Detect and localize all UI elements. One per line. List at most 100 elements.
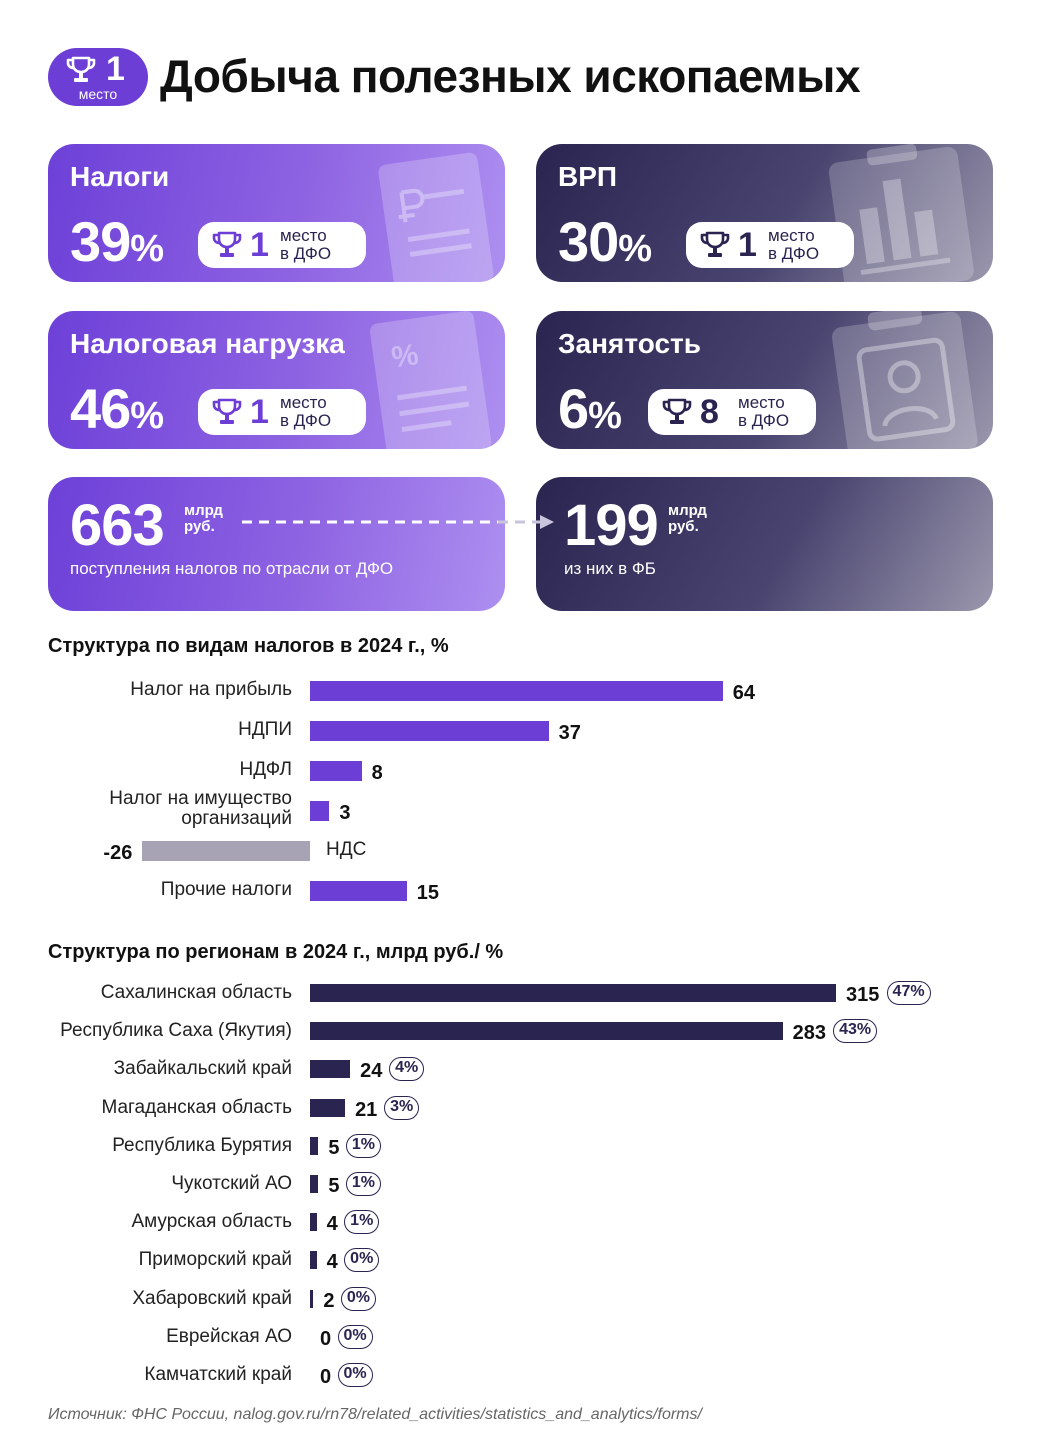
chart2-category-label: Магаданская область xyxy=(101,1096,292,1118)
chart1-value-label: 8 xyxy=(371,762,383,784)
chart2-value-label: 21 xyxy=(355,1098,378,1121)
rank-number: 1 xyxy=(738,226,757,264)
chart2-share-pill: 0% xyxy=(337,1363,373,1387)
rank-word: место xyxy=(78,86,118,102)
chart2-bar xyxy=(310,1213,317,1232)
federal-budget-desc: из них в ФБ xyxy=(564,559,656,578)
rank-text: место в ДФО xyxy=(280,393,332,430)
trophy-icon xyxy=(212,398,242,424)
chart1-category-label: Налог на имущество организаций xyxy=(109,788,292,829)
card-tax-burden-rank-pill: 1 место в ДФО xyxy=(198,389,366,435)
chart2-value-label: 5 xyxy=(328,1136,340,1159)
chart2-category-label: Приморский край xyxy=(138,1249,292,1271)
rank-number: 1 xyxy=(250,393,269,431)
chart2-value-label: 283 xyxy=(792,1022,826,1045)
percent-document-icon: % xyxy=(369,311,492,449)
trophy-icon xyxy=(662,398,692,424)
chart2-share-pill: 1% xyxy=(345,1133,381,1158)
chart2-bar xyxy=(310,1098,346,1117)
chart2-bar xyxy=(310,1251,317,1270)
chart2-category-label: Амурская область xyxy=(131,1211,292,1233)
chart1-bar xyxy=(310,801,330,821)
card-tax-burden-label: Налоговая нагрузка xyxy=(70,328,345,359)
chart2-bar xyxy=(310,1289,314,1308)
card-employment: Занятость 6% 8 место в ДФО xyxy=(536,311,993,449)
chart2-share-pill: 3% xyxy=(384,1095,420,1120)
total-taxes-value: 663 xyxy=(70,493,165,558)
chart1-category-label: НДПИ xyxy=(238,719,292,740)
chart2-category-label: Забайкальский край xyxy=(113,1058,292,1080)
chart2-bar xyxy=(310,1175,319,1193)
chart2-value-label: 4 xyxy=(326,1213,338,1236)
chart2-value-label: 5 xyxy=(328,1175,340,1197)
trophy-icon xyxy=(66,56,96,82)
total-taxes-unit: млрд руб. xyxy=(184,502,223,535)
chart2-category-label: Сахалинская область xyxy=(100,982,292,1003)
chart2-share-pill: 4% xyxy=(389,1057,425,1082)
chart2-share-pill: 1% xyxy=(344,1210,380,1235)
chart2-category-label: Республика Саха (Якутия) xyxy=(60,1020,292,1042)
chart2-bar xyxy=(310,1022,783,1041)
page-title: Добыча полезных ископаемых xyxy=(160,50,861,102)
svg-text:%: % xyxy=(389,338,420,374)
chart1-title: Структура по видам налогов в 2024 г., % xyxy=(48,635,449,657)
rank-text: место в ДФО xyxy=(738,393,790,430)
card-grp-label: ВРП xyxy=(558,161,618,192)
bar-chart-clipboard-icon xyxy=(828,144,974,282)
card-taxes-rank-pill: 1 место в ДФО xyxy=(198,222,366,268)
rank-number: 1 xyxy=(106,50,125,88)
chart2-value-label: 4 xyxy=(326,1251,338,1274)
chart2-value-label: 2 xyxy=(323,1289,335,1312)
chart1-value-label: -26 xyxy=(103,842,133,864)
total-taxes-desc: поступления налогов по отрасли от ДФО xyxy=(70,559,394,578)
chart1-category-label: НДС xyxy=(326,839,367,860)
dashed-arrow xyxy=(242,515,554,529)
card-grp-value: 30% xyxy=(558,210,652,273)
chart2-category-label: Камчатский край xyxy=(144,1364,292,1385)
chart1-value-label: 15 xyxy=(416,882,439,904)
trophy-icon xyxy=(700,231,730,257)
chart1-bar xyxy=(310,761,362,781)
card-taxes-value: 39% xyxy=(70,210,164,273)
ruble-document-icon xyxy=(378,152,494,282)
chart2-share-pill: 1% xyxy=(345,1172,381,1196)
chart1-bar xyxy=(310,681,723,701)
card-federal-budget: 199 млрд руб. из них в ФБ xyxy=(536,477,993,611)
chart2-share-pill: 43% xyxy=(833,1019,878,1044)
chart2-value-label: 0 xyxy=(320,1327,332,1350)
chart1-bar xyxy=(310,881,407,901)
chart2-category-label: Еврейская АО xyxy=(166,1325,292,1347)
chart1-bar xyxy=(310,721,549,741)
chart2-value-label: 315 xyxy=(846,984,880,1006)
chart1-category-label: Прочие налоги xyxy=(160,879,292,900)
source-note: Источник: ФНС России, nalog.gov.ru/rn78/… xyxy=(48,1406,702,1423)
chart2-category-label: Республика Бурятия xyxy=(112,1134,292,1156)
chart1-value-label: 3 xyxy=(339,802,351,824)
card-employment-rank-pill: 8 место в ДФО xyxy=(648,389,816,435)
rank-text: место в ДФО xyxy=(768,226,820,263)
card-employment-label: Занятость xyxy=(558,328,701,359)
card-grp-rank-pill: 1 место в ДФО xyxy=(686,222,854,268)
chart2-share-pill: 0% xyxy=(340,1286,376,1311)
chart1-value-label: 64 xyxy=(732,682,756,704)
chart2-bar xyxy=(310,984,837,1002)
chart1-bar xyxy=(142,841,310,861)
federal-budget-value: 199 xyxy=(564,493,659,558)
rank-number: 8 xyxy=(700,393,719,431)
chart1-category-label: Налог на прибыль xyxy=(130,679,292,700)
chart2-category-label: Чукотский АО xyxy=(171,1173,292,1194)
person-clipboard-icon xyxy=(832,311,978,449)
chart2-value-label: 0 xyxy=(320,1366,332,1388)
chart1-category-label: НДФЛ xyxy=(239,759,292,780)
card-taxes: Налоги 39% 1 место в ДФО xyxy=(48,144,505,282)
chart2-title: Структура по регионам в 2024 г., млрд ру… xyxy=(48,941,504,963)
card-employment-value: 6% xyxy=(558,377,622,440)
chart2-value-label: 24 xyxy=(360,1060,383,1083)
card-tax-burden: % Налоговая нагрузка 46% 1 место в ДФО xyxy=(48,311,505,449)
chart2-share-pill: 47% xyxy=(886,981,931,1005)
rank-number: 1 xyxy=(250,226,269,264)
chart2-category-label: Хабаровский край xyxy=(132,1287,292,1309)
card-total-taxes: 663 млрд руб. поступления налогов по отра… xyxy=(48,477,505,611)
card-grp: ВРП 30% 1 место в ДФО xyxy=(536,144,993,282)
chart2-share-pill: 0% xyxy=(344,1248,380,1273)
